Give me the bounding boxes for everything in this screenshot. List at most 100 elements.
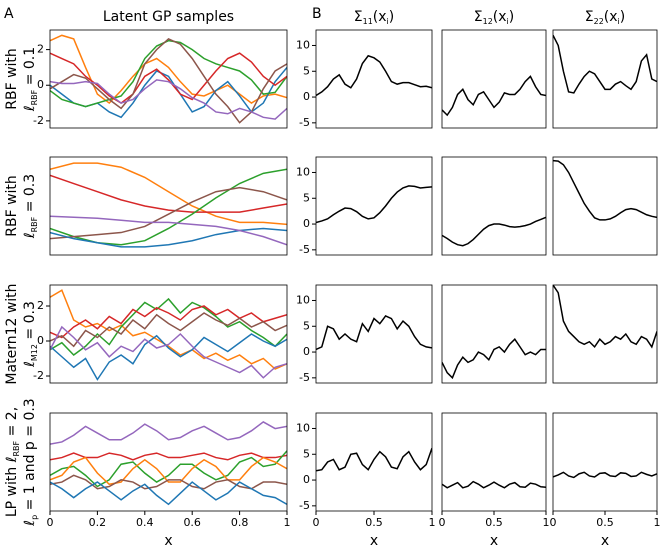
series-line xyxy=(50,421,287,445)
y-tick-label: 10 xyxy=(296,38,310,51)
panel: Σ22(xi) xyxy=(552,9,658,129)
series-line xyxy=(553,471,657,479)
panel: Latent GP samples RBF with ℓRBF = 0.1 -2 0 2 xyxy=(4,9,288,129)
y-tick-label: 10 xyxy=(296,165,310,178)
text-part: = 2, xyxy=(4,407,20,441)
panel: -5 0 5 10 xyxy=(296,284,433,384)
panel: RBF with ℓRBF = 0.3 xyxy=(4,156,288,256)
text-part: ℓ xyxy=(22,520,38,527)
panel: Σ12(xi) xyxy=(441,9,547,129)
plot-frame xyxy=(49,412,288,512)
series-line xyxy=(50,186,287,240)
text-part: (x xyxy=(604,9,618,25)
text-part: Σ xyxy=(474,9,483,25)
plot-frame xyxy=(315,284,433,384)
panel: LP with ℓRBF = 2,ℓp = 1 and p = 0.30 0.2 0… xyxy=(4,398,291,549)
text-part: Σ xyxy=(585,9,594,25)
panel-label: B xyxy=(312,6,322,22)
x-tick-label: 0 xyxy=(439,516,446,529)
series-line xyxy=(442,337,546,380)
text-part: (x xyxy=(493,9,507,25)
series-line xyxy=(50,452,287,461)
x-tick-label: 0 xyxy=(550,516,557,529)
x-tick-label: 0 xyxy=(313,516,320,529)
text-part: = 0.3 xyxy=(22,301,38,344)
y-axis-label: Matern12 with xyxy=(4,283,20,384)
plot-frame xyxy=(49,284,288,384)
series-line xyxy=(316,447,432,472)
panel: Σ11(xi) -5 0 5 10 xyxy=(296,9,433,129)
text-part: (x xyxy=(373,9,387,25)
y-tick-label: -5 xyxy=(299,371,310,384)
series-line xyxy=(50,227,287,248)
text-part: M12 xyxy=(30,344,39,361)
y-tick-label: 0 xyxy=(37,78,44,91)
x-tick-label: 1 xyxy=(284,516,291,529)
y-tick-label: 10 xyxy=(296,421,310,434)
y-tick-label: 5 xyxy=(303,191,310,204)
y-tick-label: 5 xyxy=(303,447,310,460)
panel xyxy=(552,156,658,256)
panel: -5 0 5 10 xyxy=(296,156,433,256)
y-tick-label: -5 xyxy=(299,243,310,256)
series-line xyxy=(50,305,287,339)
plot-frame xyxy=(552,156,658,256)
text-part: ℓ xyxy=(22,361,38,368)
text-part: = 1 and p = 0.3 xyxy=(22,398,38,515)
y-axis-label: ℓM12 = 0.3 xyxy=(22,301,39,368)
y-tick-label: 2 xyxy=(37,43,44,56)
series-line xyxy=(553,34,657,94)
y-tick-label: -5 xyxy=(299,499,310,512)
text-part: = 0.3 xyxy=(22,174,38,217)
plot-frame xyxy=(49,29,288,129)
plot-frame xyxy=(49,156,288,256)
plot-frame xyxy=(441,29,547,129)
panel-title: Latent GP samples xyxy=(103,9,234,25)
text-part: RBF xyxy=(30,89,39,105)
series-line xyxy=(553,159,657,221)
text-part: = 0.1 xyxy=(22,47,38,90)
series-line xyxy=(316,315,432,351)
series-line xyxy=(50,174,287,213)
series-line xyxy=(553,285,657,349)
x-tick-label: 1 xyxy=(543,516,550,529)
x-tick-label: 1 xyxy=(654,516,661,529)
series-line xyxy=(50,34,287,105)
plot-frame xyxy=(441,156,547,256)
plot-frame xyxy=(441,284,547,384)
text-part: RBF xyxy=(12,440,21,456)
text-part: LP with xyxy=(4,462,20,517)
panel: Matern12 with ℓM12 = 0.3-202 xyxy=(4,283,288,385)
plot-frame xyxy=(441,412,547,512)
series-line xyxy=(50,289,287,370)
plot-frame xyxy=(315,412,433,512)
text-part: i xyxy=(507,17,509,26)
y-tick-label: -2 xyxy=(33,369,44,382)
y-tick-label: 5 xyxy=(303,319,310,332)
text-part: RBF with xyxy=(4,175,20,237)
text-part: RBF with xyxy=(4,48,20,110)
series-line xyxy=(50,450,287,488)
series-line xyxy=(50,481,287,506)
y-tick-label: 10 xyxy=(296,293,310,306)
x-tick-label: 0 xyxy=(47,516,54,529)
x-tick-label: 0.5 xyxy=(485,516,503,529)
panel-title: Σ11(xi) xyxy=(354,9,395,26)
text-part: 22 xyxy=(594,17,604,26)
x-axis-label: x xyxy=(490,533,498,549)
text-part: ℓ xyxy=(22,105,38,112)
y-tick-label: 0 xyxy=(37,334,44,347)
series-line xyxy=(442,75,546,117)
x-tick-label: 0.5 xyxy=(596,516,614,529)
y-tick-label: -5 xyxy=(299,116,310,129)
series-line xyxy=(316,54,432,97)
y-axis-label: RBF with xyxy=(4,175,20,237)
text-part: i xyxy=(387,17,389,26)
y-axis-label: ℓRBF = 0.3 xyxy=(22,174,39,239)
text-part: ) xyxy=(389,9,394,25)
text-part: Σ xyxy=(354,9,363,25)
text-part: Matern12 with xyxy=(4,283,20,384)
text-part: i xyxy=(618,17,620,26)
x-tick-label: 0.2 xyxy=(89,516,107,529)
